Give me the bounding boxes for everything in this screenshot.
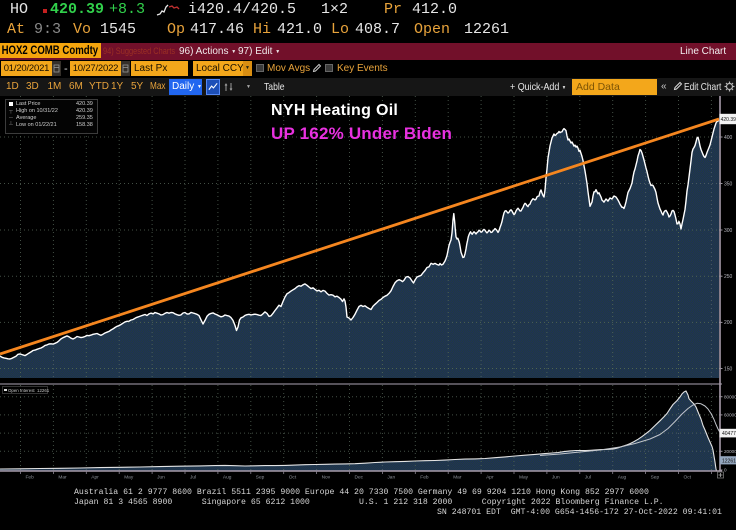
svg-text:20000: 20000 — [724, 449, 736, 454]
svg-text:150: 150 — [724, 366, 733, 372]
svg-text:May: May — [124, 474, 134, 480]
svg-text:Nov: Nov — [322, 474, 331, 480]
svg-text:Mar: Mar — [58, 474, 67, 480]
svg-text:Jun: Jun — [157, 474, 165, 480]
svg-text:350: 350 — [724, 181, 733, 187]
svg-text:Apr: Apr — [91, 474, 99, 480]
svg-text:Sep: Sep — [651, 474, 660, 480]
svg-text:Feb: Feb — [420, 474, 429, 480]
svg-text:300: 300 — [724, 228, 733, 234]
svg-text:Dec: Dec — [355, 474, 364, 480]
svg-text:200: 200 — [724, 320, 733, 326]
svg-text:Jan: Jan — [387, 474, 395, 480]
svg-text:Apr: Apr — [486, 474, 494, 480]
svg-text:420.39: 420.39 — [721, 117, 736, 123]
svg-text:Jun: Jun — [552, 474, 560, 480]
svg-text:Feb: Feb — [26, 474, 35, 480]
svg-text:Mar: Mar — [453, 474, 462, 480]
svg-text:Aug: Aug — [618, 474, 627, 480]
svg-text:Jul: Jul — [190, 474, 196, 480]
svg-text:0: 0 — [724, 468, 727, 473]
svg-text:May: May — [519, 474, 529, 480]
svg-text:Aug: Aug — [223, 474, 232, 480]
svg-text:60000: 60000 — [724, 413, 736, 418]
svg-text:Jul: Jul — [585, 474, 591, 480]
svg-text:12261: 12261 — [722, 458, 736, 464]
svg-text:400: 400 — [724, 135, 733, 141]
svg-text:80000: 80000 — [724, 394, 736, 399]
svg-text:40477: 40477 — [722, 431, 736, 437]
svg-text:Sep: Sep — [256, 474, 265, 480]
svg-text:Oct: Oct — [684, 474, 692, 480]
svg-text:Oct: Oct — [289, 474, 297, 480]
svg-text:250: 250 — [724, 274, 733, 280]
